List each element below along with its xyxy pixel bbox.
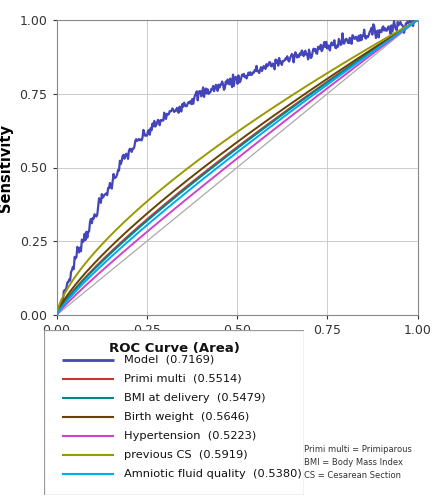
- Text: Model  (0.7169): Model (0.7169): [124, 354, 214, 364]
- Text: Amniotic fluid quality  (0.5380): Amniotic fluid quality (0.5380): [124, 468, 302, 478]
- Text: previous CS  (0.5919): previous CS (0.5919): [124, 450, 247, 460]
- Text: Primi multi  (0.5514): Primi multi (0.5514): [124, 374, 241, 384]
- FancyBboxPatch shape: [43, 330, 304, 495]
- Text: BMI at delivery  (0.5479): BMI at delivery (0.5479): [124, 392, 265, 402]
- Text: Birth weight  (0.5646): Birth weight (0.5646): [124, 412, 249, 422]
- X-axis label: 1 - Specificity: 1 - Specificity: [180, 344, 293, 359]
- Text: ROC Curve (Area): ROC Curve (Area): [108, 342, 239, 354]
- Text: Primi multi = Primiparous
BMI = Body Mass Index
CS = Cesarean Section: Primi multi = Primiparous BMI = Body Mas…: [304, 445, 411, 480]
- Y-axis label: Sensitivity: Sensitivity: [0, 124, 13, 212]
- Text: Hypertension  (0.5223): Hypertension (0.5223): [124, 430, 256, 440]
